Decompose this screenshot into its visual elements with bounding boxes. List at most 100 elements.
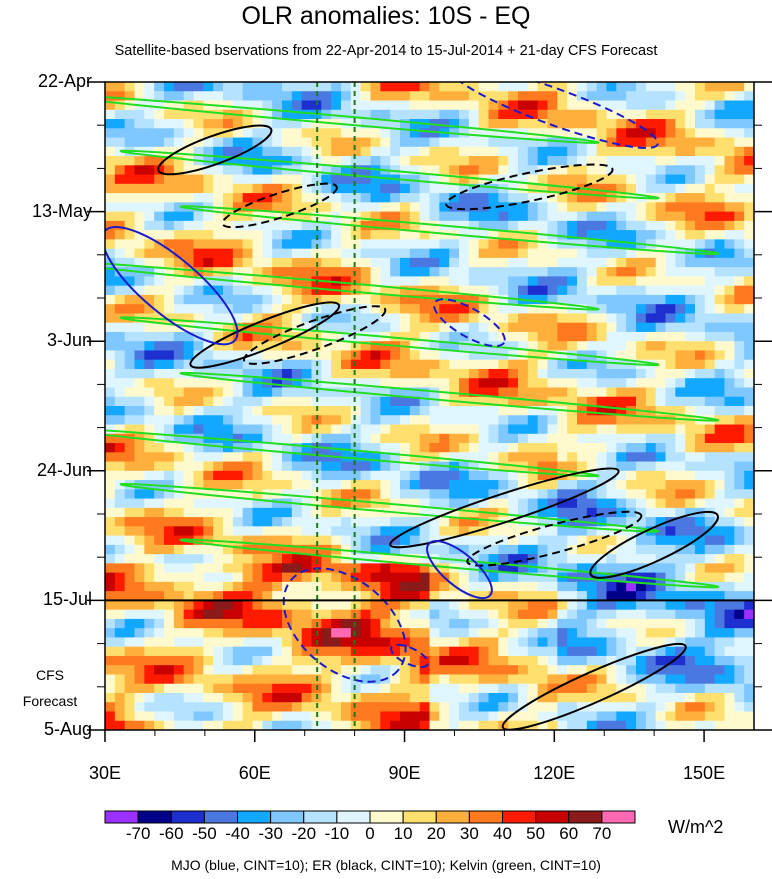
field-cell xyxy=(242,202,254,213)
field-cell xyxy=(537,193,549,203)
field-cell xyxy=(626,165,637,176)
field-cell xyxy=(154,359,165,370)
field-cell xyxy=(134,489,145,500)
field-cell xyxy=(124,535,136,546)
field-cell xyxy=(596,146,608,157)
field-cell xyxy=(704,156,716,166)
field-cell xyxy=(459,119,470,129)
field-cell xyxy=(173,230,185,240)
field-cell xyxy=(114,480,126,490)
field-cell xyxy=(272,637,283,648)
field-cell xyxy=(636,424,647,435)
field-cell xyxy=(262,137,273,148)
field-cell xyxy=(636,137,647,148)
field-cell xyxy=(193,396,204,407)
field-cell xyxy=(360,683,372,694)
field-cell xyxy=(134,304,145,315)
field-cell xyxy=(331,146,342,157)
field-cell xyxy=(449,368,460,379)
field-cell xyxy=(537,322,549,333)
field-cell xyxy=(616,452,627,463)
field-cell xyxy=(380,526,391,537)
field-cell xyxy=(665,248,676,259)
field-cell xyxy=(577,128,588,139)
field-cell xyxy=(400,91,411,102)
field-cell xyxy=(567,100,578,111)
field-cell xyxy=(518,683,529,694)
field-cell xyxy=(577,202,588,213)
field-cell xyxy=(301,480,313,490)
field-cell xyxy=(606,415,617,426)
field-cell xyxy=(527,424,539,435)
field-cell xyxy=(419,433,431,444)
field-cell xyxy=(695,331,706,342)
field-cell xyxy=(232,415,244,426)
field-cell xyxy=(685,276,696,287)
field-cell xyxy=(331,424,342,435)
field-cell xyxy=(724,628,735,639)
field-cell xyxy=(468,267,480,277)
field-cell xyxy=(724,692,735,703)
field-cell xyxy=(685,202,696,213)
field-cell xyxy=(203,137,214,148)
field-cell xyxy=(272,82,283,92)
field-cell xyxy=(655,406,667,416)
field-cell xyxy=(350,368,362,379)
field-cell xyxy=(616,655,627,666)
field-cell xyxy=(537,174,549,185)
field-cell xyxy=(498,128,509,139)
field-cell xyxy=(685,655,696,666)
field-cell xyxy=(586,665,598,676)
field-cell xyxy=(626,128,637,139)
field-cell xyxy=(665,683,676,694)
field-cell xyxy=(557,674,568,685)
field-cell xyxy=(173,415,185,426)
field-cell xyxy=(695,257,706,268)
field-cell xyxy=(144,526,155,537)
field-cell xyxy=(409,702,421,713)
field-cell xyxy=(164,637,175,648)
field-cell xyxy=(409,156,421,166)
field-cell xyxy=(282,609,293,620)
field-cell xyxy=(134,174,145,185)
field-cell xyxy=(193,655,204,666)
field-cell xyxy=(439,563,450,574)
field-cell xyxy=(577,563,588,574)
field-cell xyxy=(341,674,352,685)
field-cell xyxy=(370,526,381,537)
field-cell xyxy=(547,183,558,194)
field-cell xyxy=(449,257,460,268)
field-cell xyxy=(744,591,754,601)
field-cell xyxy=(154,285,165,296)
field-cell xyxy=(665,406,676,416)
field-cell xyxy=(685,183,696,194)
field-cell xyxy=(655,396,667,407)
field-cell xyxy=(419,341,431,352)
field-cell xyxy=(557,544,568,555)
field-cell xyxy=(744,294,754,305)
field-cell xyxy=(232,350,244,361)
field-cell xyxy=(626,368,637,379)
field-cell xyxy=(134,109,145,120)
field-cell xyxy=(291,581,303,592)
field-cell xyxy=(409,526,421,537)
field-cell xyxy=(321,119,332,129)
field-cell xyxy=(124,165,136,176)
colorbar-swatch xyxy=(303,810,338,824)
field-cell xyxy=(547,711,558,722)
field-cell xyxy=(282,544,293,555)
field-cell xyxy=(645,517,657,527)
field-cell xyxy=(282,257,293,268)
field-cell xyxy=(331,683,342,694)
field-cell xyxy=(252,618,263,629)
field-cell xyxy=(242,600,254,611)
field-cell xyxy=(242,480,254,490)
field-cell xyxy=(636,211,647,222)
field-cell xyxy=(724,91,735,102)
field-cell xyxy=(685,683,696,694)
field-cell xyxy=(272,406,283,416)
field-cell xyxy=(262,461,273,472)
field-cell xyxy=(606,581,617,592)
field-cell xyxy=(193,600,204,611)
field-cell xyxy=(439,183,450,194)
